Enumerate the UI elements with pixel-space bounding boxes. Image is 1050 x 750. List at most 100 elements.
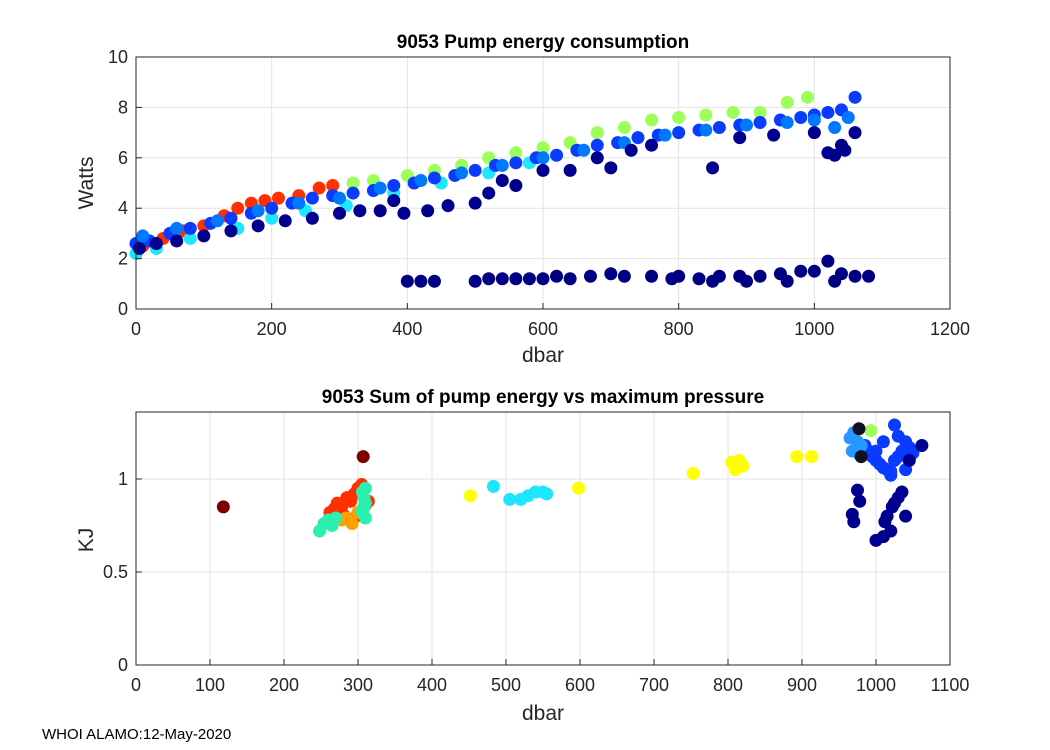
data-point	[183, 221, 197, 235]
series-black	[852, 422, 868, 464]
axes-box	[135, 411, 951, 666]
data-point	[455, 166, 469, 180]
data-point	[345, 517, 359, 531]
data-point	[801, 90, 815, 104]
data-point	[536, 141, 550, 155]
tick-labels: 0 200 400 600 800 1000 1200 0 2 4 6 8 10	[108, 47, 970, 339]
data-point	[672, 110, 686, 124]
data-point	[400, 274, 414, 288]
x-tick-label: 200	[269, 675, 299, 695]
data-point	[841, 110, 855, 124]
x-tick-label: 400	[417, 675, 447, 695]
chart-sum-pump-energy: 9053 Sum of pump energy vs maximum press…	[75, 387, 969, 725]
tick-labels: 0 100 200 300 400 500 600 700 800 900 1000 1100 0 0.5…	[103, 469, 969, 695]
x-tick-label: 800	[713, 675, 743, 695]
data-point	[624, 143, 638, 157]
data-point	[838, 143, 852, 157]
data-point	[292, 196, 306, 210]
data-point	[899, 509, 913, 523]
y-axis-label: Watts	[75, 157, 98, 210]
series-green-cyan	[313, 481, 372, 538]
data-point	[706, 161, 720, 175]
data-point	[780, 274, 794, 288]
data-point	[329, 511, 343, 525]
data-point	[463, 489, 477, 503]
data-point	[136, 229, 150, 243]
x-tick-label: 400	[392, 319, 422, 339]
data-point	[414, 274, 428, 288]
x-axis-label: dbar	[522, 344, 564, 367]
data-point	[862, 269, 876, 283]
data-point	[854, 450, 868, 464]
data-point	[590, 151, 604, 165]
data-point	[604, 161, 618, 175]
data-point	[414, 173, 428, 187]
data-point	[468, 163, 482, 177]
data-point	[216, 500, 230, 514]
data-point	[333, 191, 346, 205]
data-point	[876, 435, 890, 449]
data-point	[305, 211, 319, 225]
data-point	[251, 219, 265, 233]
data-point	[197, 229, 211, 243]
data-point	[767, 128, 781, 142]
x-tick-label: 1000	[794, 319, 834, 339]
y-tick-label: 0.5	[103, 562, 128, 582]
y-tick-label: 2	[118, 249, 128, 269]
data-point	[869, 444, 883, 458]
y-tick-label: 4	[118, 198, 128, 218]
series-dark-red	[216, 450, 370, 514]
y-tick-label: 0	[118, 299, 128, 319]
data-point	[706, 274, 720, 288]
x-axis-label: dbar	[522, 702, 564, 725]
data-point	[807, 264, 821, 278]
y-tick-label: 8	[118, 97, 128, 117]
data-point	[224, 224, 238, 238]
data-point	[821, 254, 835, 268]
data-point	[572, 481, 586, 495]
data-point	[658, 128, 672, 142]
data-point	[828, 148, 842, 162]
data-point	[170, 221, 184, 235]
data-point	[848, 269, 862, 283]
data-point	[790, 450, 804, 464]
data-point	[486, 479, 500, 493]
data-point	[617, 121, 631, 135]
data-point	[387, 179, 401, 193]
data-point	[645, 138, 659, 152]
data-point	[427, 274, 441, 288]
data-point	[794, 264, 808, 278]
data-point	[645, 269, 659, 283]
data-point	[805, 450, 819, 464]
data-point	[495, 158, 509, 172]
data-point	[231, 201, 245, 215]
footer-stamp: WHOI ALAMO:12-May-2020	[42, 726, 232, 743]
data-point	[686, 466, 700, 480]
data-point	[421, 204, 435, 218]
grid	[135, 56, 951, 310]
x-tick-label: 1100	[931, 675, 970, 695]
data-point	[397, 206, 411, 220]
data-point	[884, 468, 898, 482]
data-point	[699, 108, 713, 122]
data-point	[851, 483, 864, 497]
chart-title: 9053 Pump energy consumption	[397, 32, 689, 53]
data-point	[915, 438, 929, 452]
data-point	[712, 121, 726, 135]
data-point	[509, 146, 523, 160]
data-point	[740, 118, 753, 132]
data-point	[604, 267, 618, 281]
data-point	[509, 272, 523, 286]
data-point	[672, 126, 686, 140]
data-point	[265, 201, 279, 215]
data-point	[807, 113, 821, 127]
data-point	[509, 156, 523, 170]
data-point	[563, 272, 577, 286]
data-points	[216, 418, 929, 547]
data-point	[183, 231, 197, 245]
data-point	[828, 274, 842, 288]
data-point	[356, 450, 370, 464]
data-point	[753, 269, 767, 283]
series-dark-blue-profiles	[132, 126, 862, 256]
